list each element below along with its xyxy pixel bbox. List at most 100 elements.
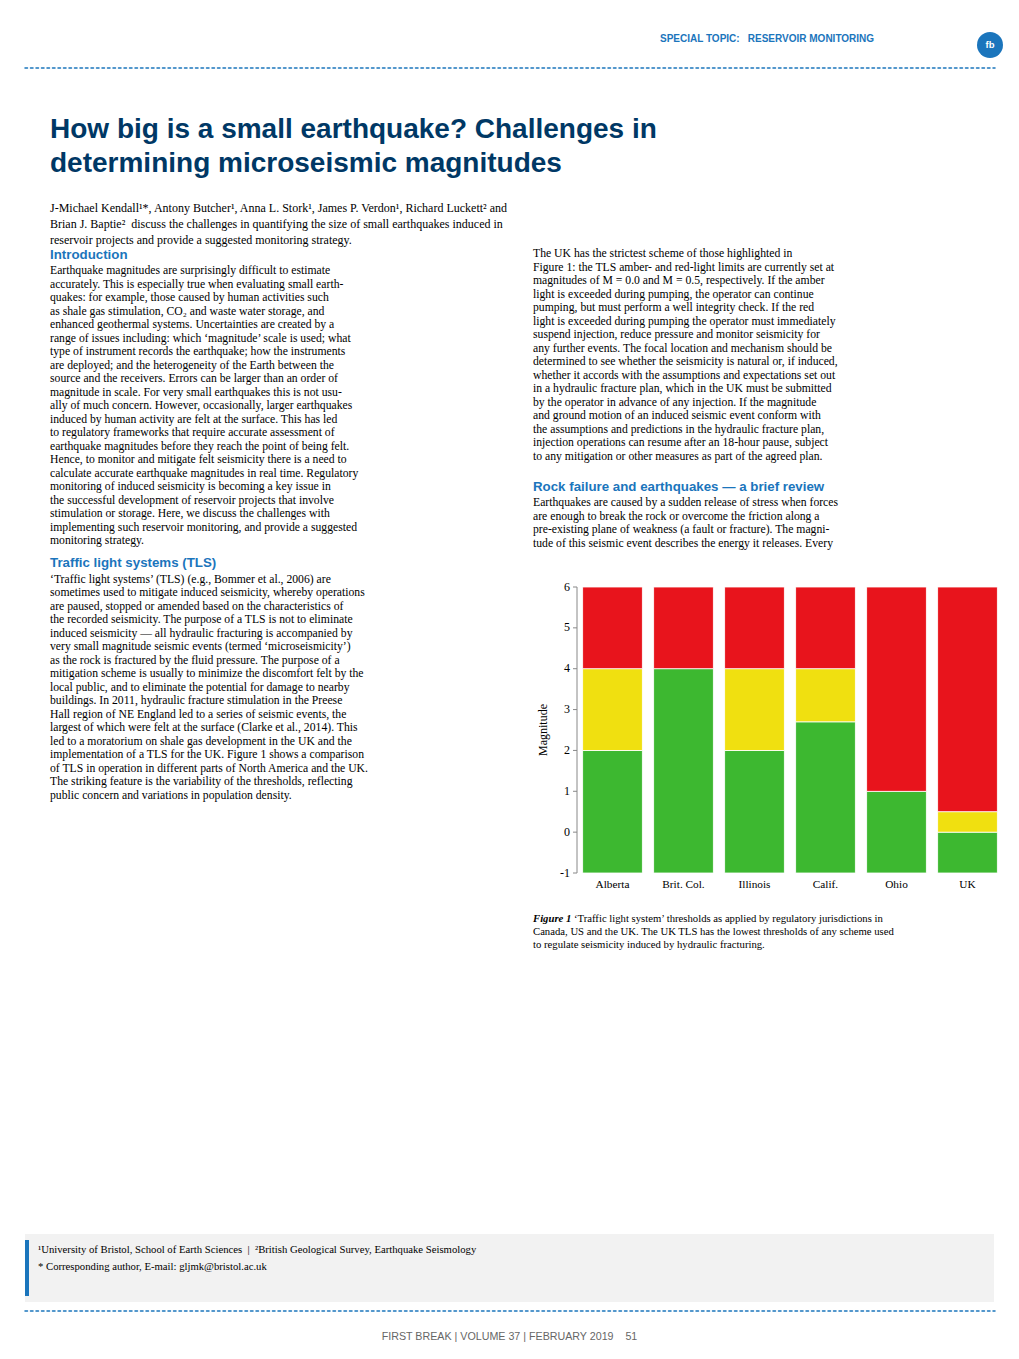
bar-segment (725, 587, 785, 669)
body-text: public concern and variations in populat… (50, 789, 292, 802)
body-text: ally of much concern. However, occasiona… (50, 399, 353, 412)
body-text: calculate accurate earthquake magnitudes… (50, 467, 358, 480)
x-tick-label: Ohio (885, 878, 908, 890)
body-text: whether it accords with the assumptions … (533, 369, 836, 382)
y-tick (573, 668, 577, 669)
body-text: injection operations can resume after an… (533, 436, 829, 449)
y-tick (573, 791, 577, 792)
caption-text: to regulate seismicity induced by hydrau… (533, 938, 765, 950)
body-text: are deployed; and the heterogeneity of t… (50, 359, 334, 372)
bar-segment (725, 669, 785, 751)
body-text: as shale gas stimulation, CO₂ and waste … (50, 305, 325, 318)
body-text: local public, and to eliminate the poten… (50, 681, 350, 694)
bar-segment (796, 587, 856, 669)
x-tick-label: Brit. Col. (662, 878, 705, 890)
y-tick (573, 832, 577, 833)
body-text: buildings. In 2011, hydraulic fracture s… (50, 694, 342, 707)
body-text: largest of which were felt at the surfac… (50, 721, 358, 734)
body-text: led to a moratorium on shale gas develop… (50, 735, 352, 748)
body-text: implementing such reservoir monitoring, … (50, 521, 357, 534)
body-text: the assumptions and predictions in the h… (533, 423, 824, 436)
background (0, 0, 1019, 1359)
bar-segment (725, 750, 785, 873)
y-tick-label: 5 (564, 620, 570, 634)
footer-box (25, 1234, 994, 1302)
caption-text: ‘Traffic light system’ thresholds as app… (571, 912, 883, 924)
header-rule (25, 67, 995, 69)
section-heading: Rock failure and earthquakes — a brief r… (533, 479, 825, 494)
page-number: FIRST BREAK | VOLUME 37 | FEBRUARY 2019 … (382, 1330, 638, 1342)
y-tick-label: 1 (564, 784, 570, 798)
y-axis-label: Magnitude (536, 704, 550, 756)
body-text: type of instrument records the earthquak… (50, 345, 346, 358)
footer-affiliation: ¹University of Bristol, School of Earth … (38, 1243, 477, 1255)
body-text: range of issues including: which ‘magnit… (50, 332, 351, 345)
title: determining microseismic magnitudes (50, 147, 562, 178)
caption-bold: Figure 1 (532, 912, 571, 924)
body-text: magnitudes of M = 0.0 and M = 0.5, respe… (533, 274, 825, 287)
y-tick (573, 873, 577, 874)
footer-bar (25, 1240, 29, 1296)
body-text: Hall region of NE England led to a serie… (50, 708, 346, 721)
header-label: SPECIAL TOPIC: (660, 33, 740, 44)
body-text: ‘Traffic light systems’ (TLS) (e.g., Bom… (50, 573, 331, 586)
body-text: pumping, but must perform a well integri… (533, 301, 814, 314)
y-tick-label: 3 (564, 702, 570, 716)
y-tick (573, 627, 577, 628)
chart: -10123456MagnitudeAlbertaBrit. Col.Illin… (536, 580, 997, 890)
title: How big is a small earthquake? Challenge… (50, 113, 657, 144)
bars (583, 587, 998, 873)
bar-segment (796, 722, 856, 873)
body-text: as the rock is fractured by the fluid pr… (50, 654, 340, 667)
section-heading: Traffic light systems (TLS) (50, 555, 216, 570)
x-tick-label: Alberta (596, 878, 630, 890)
body-text: the successful development of reservoir … (50, 494, 334, 507)
body-text: are paused, stopped or amended based on … (50, 600, 343, 613)
body-text: The UK has the strictest scheme of those… (533, 247, 792, 260)
caption: Figure 1 ‘Traffic light system’ threshol… (532, 912, 883, 924)
body-text: earthquake magnitudes before they reach … (50, 440, 349, 453)
body-text: implementation of a TLS for the UK. Figu… (50, 748, 364, 761)
bar-segment (583, 669, 643, 751)
authors: J-Michael Kendall¹*, Antony Butcher¹, An… (50, 201, 507, 215)
body-text: any further events. The focal location a… (533, 342, 832, 355)
body-text: the recorded seismicity. The purpose of … (50, 613, 353, 626)
body-text: monitoring of induced seismicity is beco… (50, 480, 331, 493)
body-text: suspend injection, reduce pressure and m… (533, 328, 820, 341)
y-tick (573, 587, 577, 588)
x-tick-label: Illinois (738, 878, 770, 890)
body-text: light is exceeded during pumping the ope… (533, 315, 836, 328)
body-text: Earthquake magnitudes are surprisingly d… (50, 264, 330, 277)
y-tick (573, 750, 577, 751)
bar-segment (867, 587, 927, 791)
body-text: induced seismicity — all hydraulic fract… (50, 627, 353, 640)
footer-email: * Corresponding author, E-mail: gljmk@br… (38, 1260, 267, 1272)
body-text: magnitude in scale. For very small earth… (50, 386, 342, 399)
body-text: light is exceeded during pumping, the op… (533, 288, 814, 301)
bar-segment (654, 587, 714, 669)
body-text: to regulatory frameworks that require ac… (50, 426, 335, 439)
y-tick-label: 2 (564, 743, 570, 757)
authors: Brian J. Baptie² discuss the challenges … (50, 217, 503, 231)
y-tick (573, 709, 577, 710)
bar-segment (938, 812, 998, 832)
bar-segment (938, 832, 998, 873)
bar-segment (938, 587, 998, 812)
y-tick-label: 0 (564, 825, 570, 839)
x-tick-label: Calif. (813, 878, 839, 890)
body-text: sometimes used to mitigate induced seism… (50, 586, 365, 599)
body-text: source and the receivers. Errors can be … (50, 372, 338, 385)
body-text: in a hydraulic fracture plan, which in t… (533, 382, 832, 395)
body-text: tude of this seismic event describes the… (533, 537, 833, 550)
y-axis-line (577, 587, 578, 873)
bar-segment (583, 587, 643, 669)
authors: reservoir projects and provide a suggest… (50, 233, 352, 247)
body-text: The striking feature is the variability … (50, 775, 353, 788)
footer-rule (25, 1310, 995, 1312)
section-heading: Introduction (50, 247, 128, 262)
bar-segment (867, 791, 927, 873)
header-topic: RESERVOIR MONITORING (745, 33, 874, 44)
body-text: enhanced geothermal systems. Uncertainti… (50, 318, 335, 331)
body-text: Hence, to monitor and mitigate felt seis… (50, 453, 347, 466)
body-text: by the operator in advance of any inject… (533, 396, 816, 409)
